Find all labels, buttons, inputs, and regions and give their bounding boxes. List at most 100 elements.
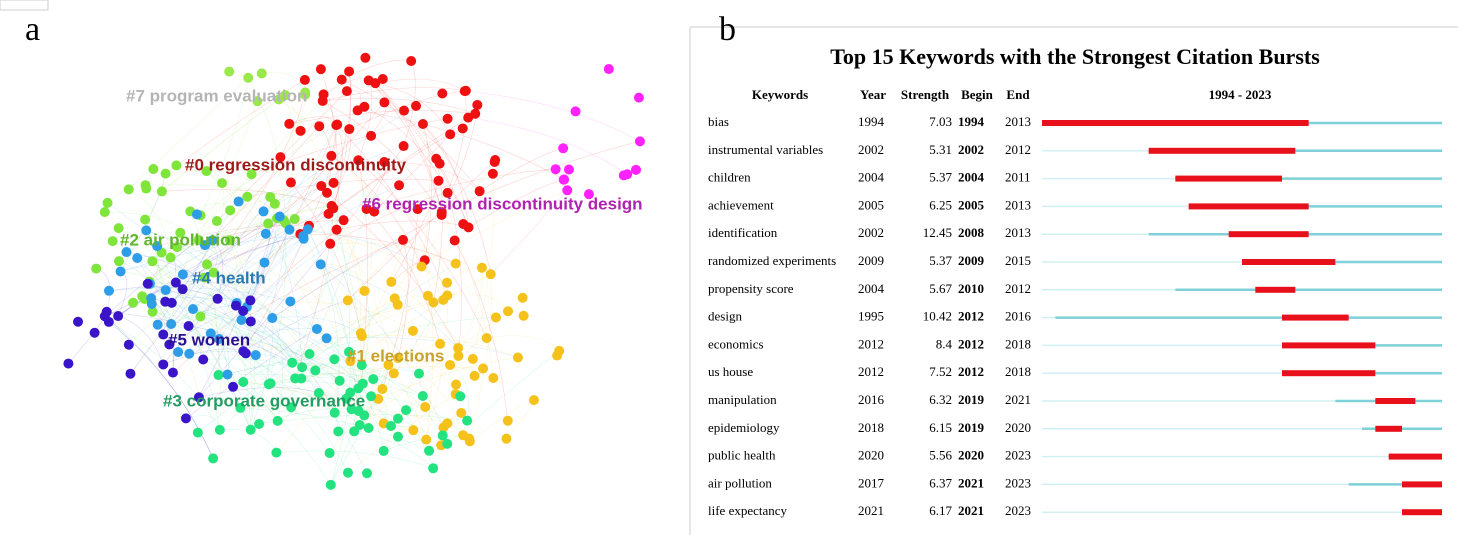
begin: 2019 xyxy=(958,392,985,407)
end: 2023 xyxy=(1005,503,1031,518)
edge xyxy=(360,161,495,334)
keyword: propensity score xyxy=(708,281,794,296)
node xyxy=(359,285,370,296)
edges xyxy=(68,59,641,485)
burst-bar xyxy=(1388,453,1442,460)
strength: 6.37 xyxy=(929,475,952,490)
node xyxy=(285,177,296,188)
edge xyxy=(118,227,166,291)
strength: 8.4 xyxy=(936,336,953,351)
edge xyxy=(263,105,417,212)
network: #0 regression discontinuity #1 elections #… xyxy=(63,52,645,490)
node xyxy=(360,52,371,63)
keyword: identification xyxy=(708,225,778,240)
node xyxy=(263,218,274,229)
column-header: Begin xyxy=(961,87,994,102)
edge xyxy=(308,125,337,226)
node xyxy=(91,263,102,274)
edge xyxy=(421,123,431,267)
node xyxy=(326,150,337,161)
node xyxy=(558,143,569,154)
end: 2013 xyxy=(1005,114,1031,129)
node xyxy=(386,276,397,287)
node xyxy=(417,118,428,129)
column-header: End xyxy=(1006,87,1030,102)
node xyxy=(240,348,251,359)
node xyxy=(518,310,529,321)
node xyxy=(563,164,574,175)
edge xyxy=(108,321,214,459)
node xyxy=(267,313,278,324)
node xyxy=(352,105,363,116)
node xyxy=(63,358,74,369)
node xyxy=(195,311,206,322)
cluster-label: #4 health xyxy=(192,268,266,287)
node xyxy=(103,285,114,296)
node xyxy=(422,290,433,301)
edge xyxy=(163,229,290,335)
edge xyxy=(397,239,409,359)
node xyxy=(433,175,444,186)
node xyxy=(214,424,225,435)
edge xyxy=(268,220,286,385)
node xyxy=(398,141,409,152)
edge xyxy=(294,208,334,379)
edge xyxy=(117,271,128,317)
node xyxy=(148,164,159,175)
node xyxy=(434,158,445,169)
node xyxy=(442,113,453,124)
node xyxy=(401,405,412,416)
node xyxy=(297,362,308,373)
edge xyxy=(104,239,199,317)
edge xyxy=(165,169,334,184)
edge xyxy=(357,290,370,389)
node xyxy=(102,197,113,208)
edge xyxy=(304,94,375,212)
strength: 5.56 xyxy=(929,448,952,463)
node xyxy=(490,312,501,323)
edge xyxy=(422,123,469,228)
cluster-label: #7 program evaluation xyxy=(126,86,307,105)
edge xyxy=(370,102,387,136)
node xyxy=(472,99,483,110)
edge xyxy=(268,223,448,283)
edge xyxy=(104,211,199,241)
begin: 2020 xyxy=(958,448,984,463)
end: 2016 xyxy=(1005,309,1032,324)
panel-label: a xyxy=(25,11,40,48)
burst-bar xyxy=(1402,481,1442,488)
edge xyxy=(151,297,340,382)
node xyxy=(451,379,462,390)
node xyxy=(344,124,355,135)
node xyxy=(336,74,347,85)
node xyxy=(321,333,332,344)
edge xyxy=(278,99,375,212)
node xyxy=(160,168,171,179)
edge xyxy=(347,393,456,473)
edge xyxy=(330,242,456,264)
node xyxy=(487,168,498,179)
node xyxy=(152,241,163,252)
node xyxy=(222,369,233,380)
begin: 2004 xyxy=(958,170,985,185)
keyword: us house xyxy=(708,364,753,379)
node xyxy=(284,118,295,129)
edge xyxy=(357,110,565,180)
edge xyxy=(130,196,248,374)
burst-bar xyxy=(1188,203,1309,210)
edge xyxy=(200,77,249,216)
edge xyxy=(204,244,362,334)
year: 2016 xyxy=(858,392,885,407)
node xyxy=(166,297,177,308)
node xyxy=(412,204,423,215)
node xyxy=(313,387,324,398)
node xyxy=(407,325,418,336)
node xyxy=(442,187,453,198)
begin: 2012 xyxy=(958,364,984,379)
edge xyxy=(106,311,293,363)
node xyxy=(310,365,321,376)
edge xyxy=(128,77,249,190)
edge xyxy=(235,305,335,413)
node xyxy=(353,155,364,166)
timeline-header: 1994 - 2023 xyxy=(1209,87,1272,102)
